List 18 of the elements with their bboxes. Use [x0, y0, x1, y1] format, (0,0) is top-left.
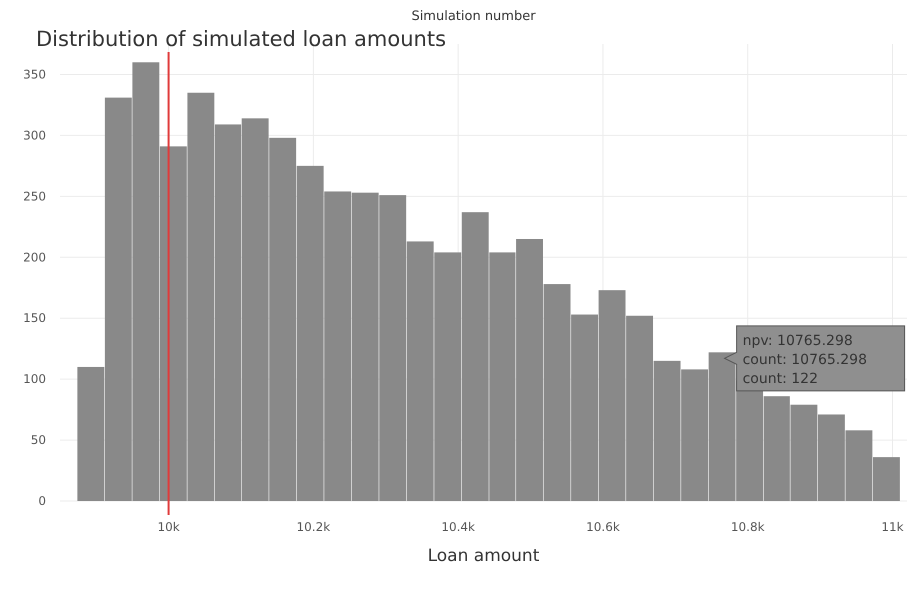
- x-tick-label: 10k: [157, 520, 180, 534]
- y-tick-label: 350: [23, 67, 46, 82]
- annotation: npv: 10765.298 count: 10765.298 count: 122: [742, 332, 867, 387]
- x-axis-title: Loan amount: [428, 546, 540, 566]
- chart-title: Distribution of simulated loan amounts: [36, 27, 446, 51]
- x-tick-label: 10.4k: [441, 520, 476, 534]
- x-tick-label: 10.8k: [730, 520, 765, 534]
- x-tick-label: 11k: [881, 520, 904, 534]
- y-tick-label: 150: [23, 311, 46, 326]
- x-tick-label: 10.2k: [296, 520, 330, 534]
- y-tick-label: 200: [23, 250, 46, 264]
- y-tick-label: 0: [38, 494, 46, 508]
- y-tick-label: 100: [23, 372, 46, 386]
- y-axis-title: Simulation number: [411, 9, 536, 24]
- y-tick-label: 300: [23, 128, 46, 142]
- y-tick-label: 50: [30, 433, 46, 448]
- x-tick-label: 10.6k: [586, 520, 620, 534]
- y-tick-label: 250: [23, 189, 46, 204]
